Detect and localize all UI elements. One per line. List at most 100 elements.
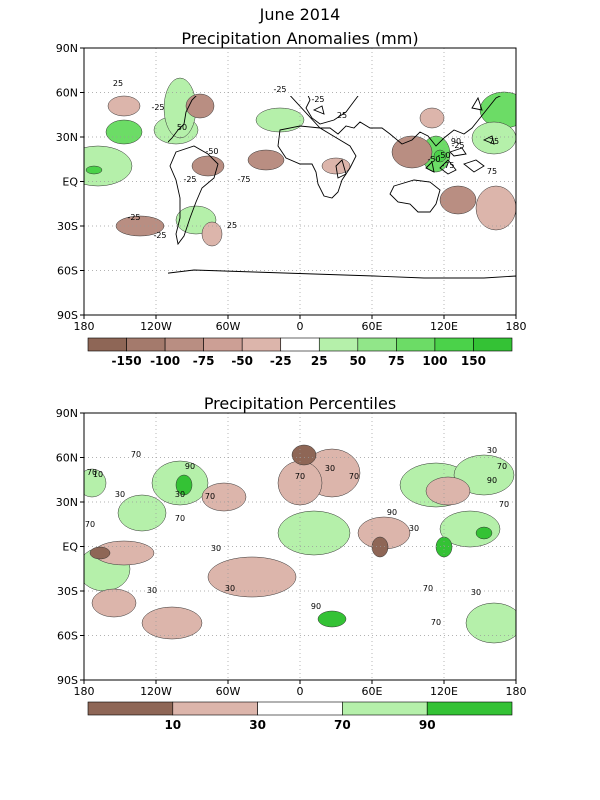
anomaly-anomaly-region <box>191 155 225 177</box>
lon-tick-label: 180 <box>506 685 527 698</box>
contour-label: -50 <box>437 151 450 160</box>
anomaly-colorbar-label: 100 <box>422 354 447 368</box>
lat-tick-label: 30N <box>56 496 78 509</box>
contour-label: 25 <box>227 221 237 230</box>
contour-label: 70 <box>497 462 507 471</box>
anomaly-anomaly-region <box>439 185 477 215</box>
contour-label: 70 <box>205 492 215 501</box>
percentile-anomaly-region <box>277 460 323 506</box>
contour-label: 30 <box>115 490 125 499</box>
contour-label: 70 <box>175 514 185 523</box>
lat-tick-label: 60S <box>57 630 78 643</box>
percentile-anomaly-region <box>89 546 111 560</box>
contour-label: 90 <box>451 137 461 146</box>
contour-label: 75 <box>487 167 497 176</box>
lat-tick-label: 60N <box>56 452 78 465</box>
anomalies-panel-title: Precipitation Anomalies (mm) <box>181 29 419 48</box>
contour-label: -25 <box>151 103 164 112</box>
percentile-anomaly-region <box>84 468 107 498</box>
anomaly-anomaly-region <box>185 93 215 119</box>
lat-tick-label: 90S <box>57 674 78 687</box>
percentile-anomaly-region <box>175 474 193 496</box>
percentile-anomaly-region <box>371 536 389 558</box>
contour-label: 30 <box>471 588 481 597</box>
contour-label: 25 <box>113 79 123 88</box>
anomaly-anomaly-region <box>433 149 447 163</box>
percentile-anomaly-region <box>91 588 137 618</box>
percentile-colorbar-swatch <box>426 701 513 716</box>
contour-label: 30 <box>225 584 235 593</box>
contour-label: -25 <box>311 95 324 104</box>
percentile-colorbar-label: 90 <box>419 718 436 732</box>
contour-label: 90 <box>487 476 497 485</box>
percentile-colorbar-label: 70 <box>334 718 351 732</box>
contour-label: 70 <box>431 618 441 627</box>
lon-tick-label: 60W <box>216 685 241 698</box>
anomaly-shading <box>84 77 516 247</box>
anomaly-anomaly-region <box>471 121 516 155</box>
percentile-colorbar-swatch <box>257 701 343 716</box>
lat-tick-label: EQ <box>62 541 78 554</box>
lon-tick-label: 120E <box>430 320 458 333</box>
lon-tick-label: 120E <box>430 685 458 698</box>
lat-tick-label: 90N <box>56 42 78 55</box>
lon-tick-label: 120W <box>140 320 172 333</box>
percentile-anomaly-region <box>453 454 515 496</box>
contour-label: 90 <box>387 508 397 517</box>
percentile-anomaly-region <box>425 476 471 506</box>
anomaly-anomaly-region <box>247 149 285 171</box>
anomaly-colorbar-label: -75 <box>193 354 215 368</box>
anomaly-colorbar-swatch <box>357 337 397 352</box>
anomaly-colorbar-swatch <box>87 337 127 352</box>
contour-label: 70 <box>349 472 359 481</box>
anomaly-colorbar-label: -25 <box>270 354 292 368</box>
anomaly-colorbar-label: -50 <box>231 354 253 368</box>
anomaly-colorbar-label: 25 <box>311 354 328 368</box>
contour-label: -75 <box>237 175 250 184</box>
lat-tick-label: EQ <box>62 176 78 189</box>
contour-label: 70 <box>85 520 95 529</box>
percentile-colorbar-label: 10 <box>164 718 181 732</box>
lon-tick-label: 0 <box>297 685 304 698</box>
anomaly-colorbar-label: -150 <box>112 354 142 368</box>
anomaly-anomaly-region <box>85 165 103 175</box>
lon-tick-label: 60W <box>216 320 241 333</box>
lon-tick-label: 60E <box>362 320 383 333</box>
contour-label: 70 <box>423 584 433 593</box>
anomaly-colorbar-swatch <box>126 337 166 352</box>
contour-label: -25 <box>153 231 166 240</box>
contour-label: 30 <box>325 464 335 473</box>
percentile-colorbar-swatch <box>87 701 174 716</box>
percentile-anomaly-region <box>475 526 493 540</box>
lat-tick-label: 30S <box>57 585 78 598</box>
anomaly-colorbar-swatch <box>241 337 282 352</box>
percentile-anomaly-region <box>317 610 347 628</box>
percentile-shading <box>84 444 516 644</box>
lat-tick-label: 60S <box>57 265 78 278</box>
anomaly-colorbar-swatch <box>473 337 513 352</box>
lat-tick-label: 30N <box>56 131 78 144</box>
percentile-anomaly-region <box>207 556 297 598</box>
percentile-gridlines <box>84 413 516 680</box>
contour-label: 30 <box>175 490 185 499</box>
contour-label: -25 <box>273 85 286 94</box>
lon-tick-label: 60E <box>362 685 383 698</box>
contour-label: 70 <box>295 472 305 481</box>
anomaly-anomaly-region <box>419 107 445 129</box>
percentiles-panel-title: Precipitation Percentiles <box>203 394 397 413</box>
contour-label: -75 <box>441 161 454 170</box>
anomaly-colorbar-label: 50 <box>349 354 366 368</box>
anomaly-anomaly-region <box>475 185 516 231</box>
lon-tick-label: 120W <box>140 685 172 698</box>
anomaly-colorbar-swatch <box>434 337 474 352</box>
anomaly-colorbar-swatch <box>280 337 320 352</box>
contour-label: 90 <box>185 462 195 471</box>
anomaly-colorbar-swatch <box>164 337 204 352</box>
lon-tick-label: 180 <box>74 320 95 333</box>
lat-tick-label: 90S <box>57 309 78 322</box>
anomaly-anomaly-region <box>107 95 141 117</box>
lon-tick-label: 180 <box>506 320 527 333</box>
percentile-anomaly-region <box>141 606 203 640</box>
anomaly-anomaly-region <box>105 119 143 145</box>
